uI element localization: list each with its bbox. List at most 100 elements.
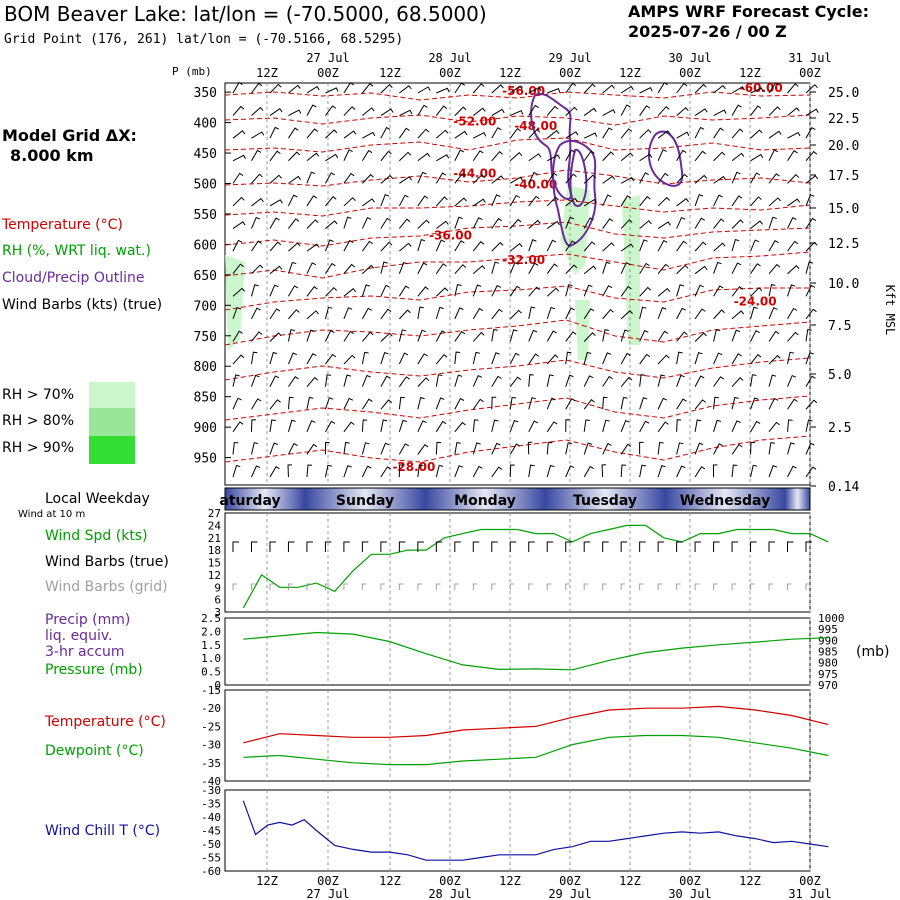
wind-barb	[269, 241, 282, 252]
wind-barb	[306, 152, 320, 162]
legend-rh70: RH > 70%	[2, 387, 75, 403]
weekday-cell-0	[225, 488, 305, 510]
wind-barb	[417, 353, 428, 365]
wind-barb	[472, 465, 483, 478]
wind-barb	[288, 218, 300, 229]
wind-barb	[731, 329, 741, 342]
isotherm-8	[224, 319, 811, 346]
isotherm-label: -56.00	[502, 84, 545, 98]
wind-barb	[361, 82, 374, 94]
wind-barb	[731, 353, 742, 365]
wind-barb	[620, 219, 633, 229]
cs-rtick-label: 15.0	[828, 202, 859, 217]
wind-barb	[639, 262, 650, 274]
wind-barb	[657, 330, 669, 342]
surface-wind-barb	[361, 541, 369, 552]
wind-barb	[731, 219, 744, 229]
wind-barb	[269, 199, 283, 207]
isotherm-5	[224, 221, 811, 247]
wind-barb	[713, 443, 723, 455]
cs-rtick-label: 12.5	[828, 237, 859, 252]
wind-barb	[509, 242, 523, 252]
wind-barb	[380, 241, 393, 252]
wind-barb	[583, 241, 596, 252]
wind-barb	[768, 130, 782, 139]
legend-rh80: RH > 80%	[2, 413, 75, 429]
wind-barb	[417, 238, 426, 252]
wind-barb	[750, 306, 758, 320]
wind-barb	[787, 351, 795, 365]
isotherm-label: -48.00	[514, 119, 557, 133]
wind-barb	[288, 443, 298, 455]
wind-barb	[417, 306, 424, 319]
wind-barb	[398, 329, 407, 342]
wind-barb	[676, 106, 689, 116]
wind-barb	[454, 421, 466, 433]
wind-barb	[546, 220, 560, 229]
wind-barb	[324, 306, 333, 320]
wind-speed-ytick-label: 3	[214, 606, 221, 619]
wind-barb	[713, 376, 725, 387]
wind-barb	[546, 154, 561, 162]
wind-barb	[657, 130, 671, 139]
wind-barb	[731, 310, 745, 320]
wind-barb	[269, 308, 281, 320]
wind-barb	[343, 397, 354, 410]
wind-barb	[602, 151, 615, 162]
wind-barb	[269, 126, 280, 139]
wind-barb	[361, 240, 373, 252]
wind-barb	[343, 197, 356, 207]
wind-barb	[251, 284, 259, 297]
wind-barb	[509, 309, 522, 320]
wind-barb	[491, 466, 503, 478]
wind-barb	[620, 443, 632, 455]
grid-wind-barb	[454, 583, 459, 590]
surface-wind-barb	[435, 541, 443, 552]
wind-barb	[694, 217, 705, 229]
cs-top-tick-label: 00Z	[439, 66, 461, 80]
wind-barb	[343, 421, 355, 433]
wind-barb	[602, 261, 611, 274]
wind-barb	[620, 329, 629, 342]
grid-wind-barb	[620, 583, 626, 590]
wind-barb	[565, 82, 577, 94]
wind-barb	[546, 239, 557, 252]
wind-barb	[343, 106, 356, 116]
wind-barb	[343, 130, 357, 139]
grid-wind-barb	[250, 583, 256, 590]
wind-barb	[546, 196, 559, 207]
wind-barb	[251, 240, 262, 252]
wind-barb	[602, 109, 616, 117]
wind-barb	[232, 154, 246, 162]
wind-barb	[454, 307, 464, 320]
wind-barb	[694, 332, 707, 342]
wind-barb	[306, 396, 314, 410]
wind-barb	[472, 307, 484, 320]
surface-wind-barb	[583, 541, 591, 552]
grid-wind-barb	[750, 583, 755, 590]
wind-barb	[768, 284, 776, 297]
wind-barb	[768, 421, 780, 433]
cross-section-frame	[224, 82, 811, 486]
wind-barb	[750, 129, 763, 139]
wind-barb	[713, 261, 722, 274]
bottom-tick-label: 00Z	[317, 874, 339, 888]
wind-barb	[528, 171, 538, 184]
wind-chill-ytick-label: -40	[201, 811, 221, 824]
wind-barb	[417, 444, 429, 455]
wind-barb	[269, 83, 282, 94]
wind-barb	[602, 396, 608, 410]
grid-wind-barb	[546, 583, 552, 590]
wind-barb	[232, 263, 244, 275]
cloud-outline-2	[569, 148, 588, 207]
wind-barb	[787, 264, 800, 275]
wind-barb	[398, 194, 409, 207]
wind-barb	[639, 286, 652, 297]
wind-barb	[343, 441, 350, 455]
wind-barb	[602, 419, 610, 432]
wind-barbs-profile	[232, 81, 819, 478]
wind-barb	[713, 127, 724, 139]
wind-barb	[787, 442, 795, 455]
wind-barb	[713, 396, 719, 410]
pressure-rtick-label: 975	[818, 668, 838, 681]
